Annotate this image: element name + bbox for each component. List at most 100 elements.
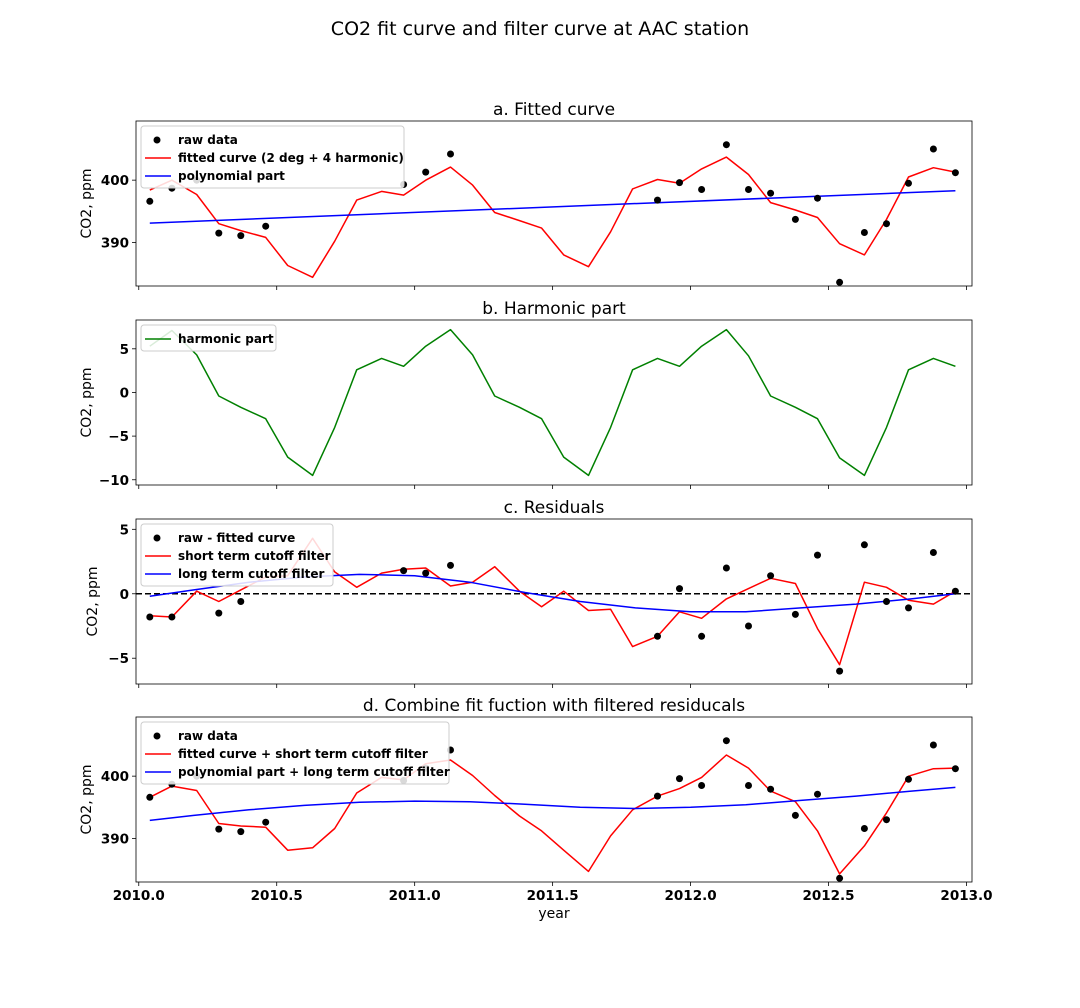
data-point bbox=[676, 179, 683, 187]
data-point bbox=[767, 189, 775, 197]
y-tick-label: 5 bbox=[120, 522, 129, 538]
data-point bbox=[929, 549, 937, 556]
data-point bbox=[676, 775, 683, 783]
data-point bbox=[814, 194, 821, 202]
data-point bbox=[237, 598, 245, 605]
data-point bbox=[860, 229, 868, 236]
data-point bbox=[215, 229, 223, 237]
data-point bbox=[215, 825, 223, 833]
panel-title: a. Fitted curve bbox=[493, 100, 615, 120]
data-point bbox=[951, 765, 959, 773]
data-point bbox=[654, 792, 661, 800]
x-tick-label: 2010.0 bbox=[113, 888, 165, 904]
data-point bbox=[860, 825, 868, 832]
data-point bbox=[237, 232, 245, 240]
legend-entry: fitted curve (2 deg + 4 harmonic) bbox=[178, 151, 404, 165]
data-point bbox=[791, 215, 799, 223]
data-point bbox=[654, 196, 661, 204]
data-point bbox=[237, 828, 245, 836]
y-axis-label: CO2, ppm bbox=[79, 168, 95, 238]
data-point bbox=[447, 561, 454, 569]
data-point bbox=[146, 793, 154, 801]
data-point bbox=[836, 874, 844, 882]
data-point bbox=[929, 741, 937, 749]
legend-entry: raw - fitted curve bbox=[178, 531, 295, 545]
series-line-fitted-curve-short-term-cutoff-filter bbox=[149, 754, 956, 875]
series-line-fitted-curve-2-deg-4-harmonic- bbox=[149, 156, 956, 279]
axes-frame bbox=[135, 518, 973, 685]
y-tick-label: 400 bbox=[101, 769, 129, 785]
legend-marker bbox=[153, 136, 161, 144]
data-point bbox=[791, 811, 799, 819]
y-tick-label: 400 bbox=[101, 173, 129, 189]
y-tick-label: 0 bbox=[120, 587, 129, 603]
panel-d: d. Combine fit fuction with filtered res… bbox=[79, 696, 993, 922]
figure-title: CO2 fit curve and filter curve at AAC st… bbox=[331, 18, 749, 40]
series-line-polynomial-part bbox=[149, 189, 956, 224]
plot-area bbox=[149, 328, 956, 477]
legend-entry: long term cutoff filter bbox=[178, 567, 325, 581]
data-point bbox=[905, 179, 912, 187]
data-point bbox=[767, 572, 775, 580]
axes-frame bbox=[135, 120, 973, 287]
data-point bbox=[745, 782, 752, 789]
legend-entry: raw data bbox=[178, 729, 238, 743]
data-point bbox=[215, 609, 223, 617]
legend-entry: fitted curve + short term cutoff filter bbox=[178, 747, 428, 761]
data-point bbox=[698, 632, 706, 640]
data-point bbox=[722, 737, 730, 745]
x-tick-label: 2012.0 bbox=[665, 888, 717, 904]
panel-c: c. Residuals −5 0 5 CO2, ppm raw - fitted cur… bbox=[85, 498, 973, 688]
legend: raw - fitted curve short term cutoff filt… bbox=[140, 523, 334, 587]
series-line-harmonic-part bbox=[149, 328, 956, 477]
data-point bbox=[654, 632, 661, 640]
data-point bbox=[422, 168, 430, 176]
x-axis-label: year bbox=[538, 906, 569, 922]
y-axis-label: CO2, ppm bbox=[79, 764, 95, 834]
panel-title: c. Residuals bbox=[504, 498, 605, 518]
data-point bbox=[905, 604, 912, 612]
data-point bbox=[146, 197, 154, 205]
legend-marker bbox=[153, 732, 161, 740]
data-point bbox=[836, 278, 844, 286]
data-point bbox=[883, 598, 890, 605]
legend-entry: polynomial part + long term cutoff filte… bbox=[178, 765, 450, 779]
data-point bbox=[262, 222, 270, 230]
data-point bbox=[262, 818, 270, 826]
data-point bbox=[722, 141, 730, 149]
data-point bbox=[860, 541, 868, 549]
data-point bbox=[905, 775, 912, 783]
legend-entry: raw data bbox=[178, 133, 238, 147]
axes-frame bbox=[135, 716, 973, 883]
legend-entry: harmonic part bbox=[178, 332, 274, 346]
panel-title: b. Harmonic part bbox=[482, 299, 626, 319]
data-point bbox=[836, 667, 844, 675]
panel-b: b. Harmonic part −10 −5 0 5 CO2, ppm harmonic … bbox=[79, 299, 973, 489]
legend: raw data fitted curve + short term cutoff… bbox=[140, 721, 450, 785]
data-point bbox=[814, 551, 821, 559]
data-point bbox=[722, 564, 730, 572]
y-tick-label: 0 bbox=[120, 385, 129, 401]
series-line-polynomial-part-long-term-cutoff-filter bbox=[149, 786, 956, 822]
x-tick-label: 2011.0 bbox=[389, 888, 441, 904]
legend-box bbox=[140, 721, 450, 785]
x-tick-label: 2012.5 bbox=[802, 888, 854, 904]
y-axis-label: CO2, ppm bbox=[79, 367, 95, 437]
data-point bbox=[767, 785, 775, 793]
data-point bbox=[791, 610, 799, 618]
y-tick-label: −5 bbox=[108, 429, 129, 445]
data-point bbox=[745, 186, 752, 193]
data-point bbox=[745, 622, 752, 630]
axes-frame bbox=[135, 319, 973, 486]
data-point bbox=[400, 567, 408, 575]
x-tick-label: 2010.5 bbox=[251, 888, 303, 904]
legend-entry: short term cutoff filter bbox=[178, 549, 331, 563]
legend-box bbox=[140, 324, 277, 352]
data-point bbox=[698, 186, 706, 193]
panels: a. Fitted curve 390 400 CO2, ppm raw data fit… bbox=[79, 100, 993, 922]
y-tick-label: 390 bbox=[101, 831, 129, 847]
data-point bbox=[929, 145, 937, 153]
legend-marker bbox=[153, 534, 161, 542]
y-axis-label: CO2, ppm bbox=[85, 566, 101, 636]
